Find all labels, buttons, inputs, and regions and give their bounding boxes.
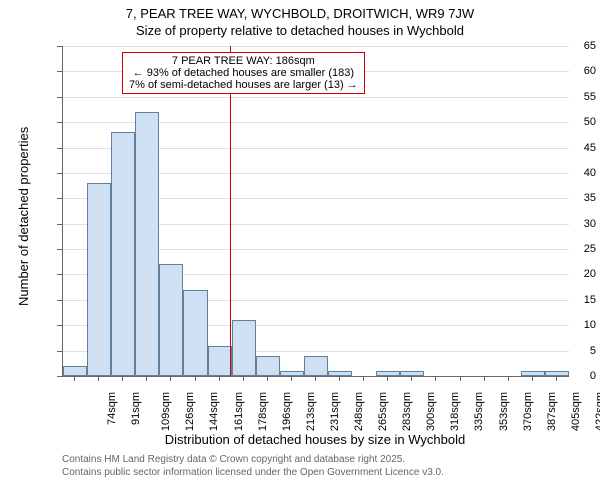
x-tickmark [532,376,533,381]
x-tick-label: 178sqm [257,392,269,431]
y-tickmark [57,376,62,377]
histogram-bar [63,366,87,376]
x-tickmark [315,376,316,381]
x-tick-label: 109sqm [160,392,172,431]
reference-line [230,46,231,376]
x-tickmark [170,376,171,381]
histogram-bar [87,183,111,376]
annotation-line2: ← 93% of detached houses are smaller (18… [129,67,358,79]
x-tickmark [411,376,412,381]
y-tick-label: 35 [542,192,596,204]
x-tickmark [243,376,244,381]
x-tickmark [122,376,123,381]
x-tickmark [195,376,196,381]
y-tick-label: 5 [542,345,596,357]
x-axis-label: Distribution of detached houses by size … [62,432,568,447]
x-tick-label: 387sqm [546,392,558,431]
x-tick-label: 231sqm [329,392,341,431]
histogram-bar [208,346,232,376]
annotation-box: 7 PEAR TREE WAY: 186sqm← 93% of detached… [122,52,365,94]
footer-line1: Contains HM Land Registry data © Crown c… [62,454,405,465]
y-tickmark [57,224,62,225]
y-tickmark [57,249,62,250]
x-tickmark [460,376,461,381]
x-tick-label: 91sqm [130,392,142,425]
y-tickmark [57,71,62,72]
gridline [63,97,569,98]
histogram-bar [376,371,400,376]
histogram-bar [232,320,256,376]
histogram-bar [256,356,280,376]
y-tick-label: 15 [542,294,596,306]
y-tickmark [57,351,62,352]
x-tick-label: 405sqm [570,392,582,431]
y-tickmark [57,173,62,174]
annotation-line3: 7% of semi-detached houses are larger (1… [129,79,358,91]
y-tick-label: 65 [542,40,596,52]
x-tick-label: 300sqm [425,392,437,431]
x-tickmark [74,376,75,381]
y-tick-label: 50 [542,116,596,128]
gridline [63,46,569,47]
x-tickmark [508,376,509,381]
x-tickmark [556,376,557,381]
x-tickmark [387,376,388,381]
y-tickmark [57,198,62,199]
x-tickmark [363,376,364,381]
x-tickmark [267,376,268,381]
y-tick-label: 0 [542,370,596,382]
x-tick-label: 283sqm [401,392,413,431]
x-tickmark [98,376,99,381]
y-tick-label: 45 [542,142,596,154]
y-tick-label: 40 [542,167,596,179]
y-axis-label: Number of detached properties [16,127,31,306]
x-tick-label: 335sqm [474,392,486,431]
x-tick-label: 265sqm [377,392,389,431]
histogram-bar [159,264,183,376]
x-tickmark [291,376,292,381]
annotation-line1: 7 PEAR TREE WAY: 186sqm [129,55,358,67]
y-tick-label: 60 [542,65,596,77]
y-tick-label: 20 [542,268,596,280]
histogram-bar [400,371,424,376]
y-tick-label: 55 [542,91,596,103]
y-tickmark [57,300,62,301]
y-tickmark [57,274,62,275]
x-tickmark [219,376,220,381]
y-tick-label: 10 [542,319,596,331]
y-tick-label: 25 [542,243,596,255]
x-tickmark [339,376,340,381]
x-tickmark [484,376,485,381]
y-tickmark [57,97,62,98]
x-tick-label: 422sqm [594,392,600,431]
x-tick-label: 196sqm [281,392,293,431]
x-tick-label: 318sqm [450,392,462,431]
y-tickmark [57,122,62,123]
y-tickmark [57,46,62,47]
histogram-bar [183,290,207,376]
x-tick-label: 144sqm [209,392,221,431]
x-tick-label: 126sqm [184,392,196,431]
chart-title-line2: Size of property relative to detached ho… [0,21,600,38]
histogram-bar [135,112,159,376]
x-tick-label: 213sqm [305,392,317,431]
x-tick-label: 353sqm [498,392,510,431]
histogram-bar [280,371,304,376]
chart-container: 7, PEAR TREE WAY, WYCHBOLD, DROITWICH, W… [0,0,600,500]
x-tick-label: 161sqm [233,392,245,431]
plot-area [62,46,569,377]
y-tickmark [57,148,62,149]
footer-line2: Contains public sector information licen… [62,467,444,478]
chart-title-line1: 7, PEAR TREE WAY, WYCHBOLD, DROITWICH, W… [0,0,600,21]
x-tick-label: 248sqm [353,392,365,431]
y-tick-label: 30 [542,218,596,230]
histogram-bar [328,371,352,376]
x-tick-label: 370sqm [522,392,534,431]
histogram-bar [304,356,328,376]
histogram-bar [111,132,135,376]
y-tickmark [57,325,62,326]
x-tick-label: 74sqm [106,392,118,425]
x-tickmark [435,376,436,381]
x-tickmark [146,376,147,381]
